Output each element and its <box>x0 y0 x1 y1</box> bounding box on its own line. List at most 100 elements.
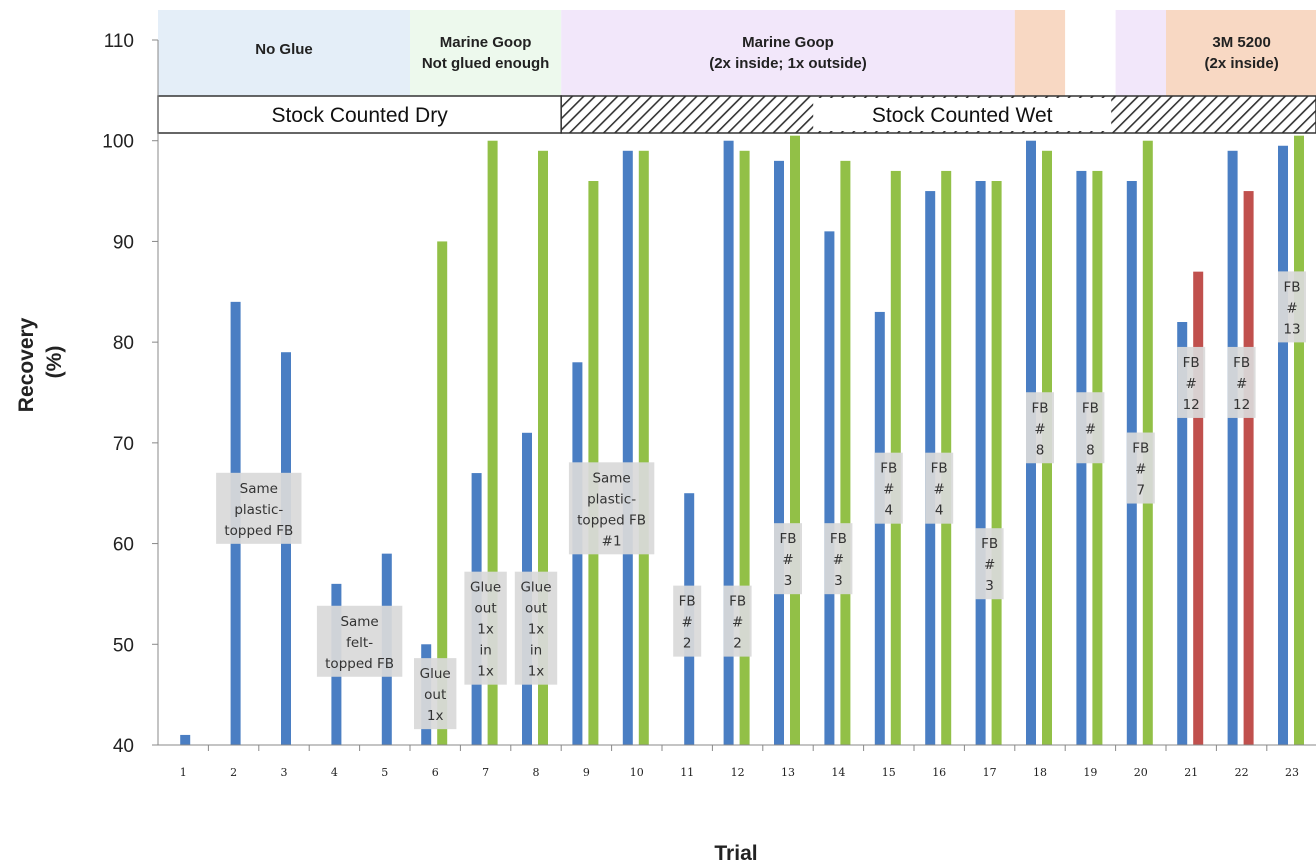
annotation-box-13 <box>975 528 1004 600</box>
annotation-line: plastic- <box>234 502 283 518</box>
x-tick-label-14: 14 <box>831 766 845 779</box>
annotation-line: 8 <box>1086 442 1095 458</box>
annotation-line: FB <box>1283 279 1300 295</box>
annotation-label-9: FB #3 <box>779 531 796 589</box>
x-tick-label-2: 2 <box>230 766 237 779</box>
bar-trial-17-series-2 <box>991 181 1002 745</box>
x-tick-label-1: 1 <box>180 766 187 779</box>
x-tick-label-19: 19 <box>1083 766 1097 779</box>
x-tick-label-4: 4 <box>331 766 338 779</box>
x-tick-label-8: 8 <box>533 766 540 779</box>
annotation-line: # <box>782 552 793 568</box>
annotation-label-16: FB #7 <box>1132 441 1149 499</box>
treatment-band-2 <box>410 10 562 96</box>
bar-trial-21-series-3 <box>1193 271 1204 745</box>
annotation-label-12: FB #4 <box>931 461 948 519</box>
treatment-band-label-1: No Glue <box>255 41 313 58</box>
annotation-box-7 <box>673 585 702 657</box>
x-tick-label-6: 6 <box>432 766 439 779</box>
y-tick-label: 100 <box>102 132 134 153</box>
annotation-label-15: FB #8 <box>1082 400 1099 458</box>
y-tick-label: 110 <box>104 31 134 52</box>
annotation-line: Glue <box>520 580 551 596</box>
annotation-line: 1x <box>528 664 545 680</box>
annotation-line: FB <box>1233 355 1250 371</box>
annotation-box-3 <box>414 658 457 730</box>
annotation-line: # <box>833 552 844 568</box>
annotation-line: topped FB <box>577 512 646 528</box>
bar-trial-13-series-1 <box>774 160 784 745</box>
bar-trial-15-series-1 <box>874 311 885 745</box>
x-tick-label-21: 21 <box>1184 766 1198 779</box>
x-tick-label-5: 5 <box>381 766 388 779</box>
annotation-box-11 <box>874 452 903 524</box>
y-tick-label: 40 <box>113 736 134 757</box>
bar-trial-10-series-1 <box>622 150 633 746</box>
y-axis: 40 50 60 70 80 90 100 110 <box>102 31 159 757</box>
annotation-box-18 <box>1227 346 1256 418</box>
annotation-label-6: Same plastic-topped FB #1 <box>577 470 646 549</box>
treatment-band-3 <box>561 10 1015 96</box>
annotation-label-3: Glue out 1x <box>420 666 451 724</box>
annotation-box-6 <box>568 462 655 555</box>
annotation-line: # <box>1034 421 1045 437</box>
bar-trial-6-series-2 <box>437 241 448 745</box>
annotation-line: FB <box>1031 400 1048 416</box>
annotation-line: in <box>479 643 491 659</box>
x-tick-label-11: 11 <box>680 766 694 779</box>
bar-trial-14-series-1 <box>824 231 835 745</box>
y-tick-label: 60 <box>113 535 134 556</box>
bar-trial-23-series-2 <box>1294 135 1304 745</box>
bar-trial-12-series-1 <box>723 140 734 745</box>
x-tick-label-13: 13 <box>781 766 795 779</box>
annotation-box-8 <box>723 585 752 657</box>
x-tick-label-23: 23 <box>1285 766 1299 779</box>
stock-band-label-wet: Stock Counted Wet <box>872 104 1053 127</box>
x-axis-title: Trial <box>714 842 757 865</box>
y-axis-title-line-1: Recovery <box>15 317 38 412</box>
treatment-band-label-2: Marine Goop Not glued enough <box>422 34 549 72</box>
annotation-label-13: FB #3 <box>981 536 998 594</box>
annotation-line: Glue <box>470 580 501 596</box>
annotation-box-17 <box>1177 346 1206 418</box>
annotation-box-2 <box>316 605 403 677</box>
annotation-line: 12 <box>1183 397 1200 413</box>
annotation-line: # <box>1186 376 1197 392</box>
x-tick-label-3: 3 <box>281 766 288 779</box>
annotation-line: out <box>424 687 446 703</box>
stock-band-label-dry: Stock Counted Dry <box>271 104 448 127</box>
annotation-line: topped FB <box>224 523 293 539</box>
bar-trial-3-series-1 <box>281 352 291 745</box>
x-tick-label-22: 22 <box>1235 766 1249 779</box>
annotation-line: 1x <box>427 708 444 724</box>
annotation-box-16 <box>1126 432 1155 504</box>
annotation-label-7: FB #2 <box>679 594 696 652</box>
x-axis: 1 2 3 4 5 6 7 8 9 10 11 12 13 14 15 16 17 18 19 20 21 22 23 <box>158 744 1316 779</box>
bar-trial-7-series-2 <box>487 140 498 745</box>
bar-trial-10-series-2 <box>638 150 649 746</box>
x-tick-label-7: 7 <box>482 766 489 779</box>
annotation-box-10 <box>824 523 853 595</box>
bar-trial-12-series-2 <box>739 150 750 746</box>
annotation-line: 7 <box>1137 483 1146 499</box>
stock-band-label-bg <box>813 98 1112 131</box>
x-tick-label-17: 17 <box>983 766 997 779</box>
annotation-line: 1x <box>477 664 494 680</box>
annotation-line: FB <box>880 461 897 477</box>
treatment-band-label-line: Marine Goop <box>742 34 834 51</box>
y-axis-title: Recovery (%) <box>15 312 66 412</box>
bar-trial-17-series-1 <box>975 181 986 745</box>
annotation-label-11: FB #4 <box>880 461 897 519</box>
annotation-line: 8 <box>1036 442 1045 458</box>
annotation-line: 3 <box>784 573 793 589</box>
annotation-line: plastic- <box>587 491 636 507</box>
annotation-label-18: FB #12 <box>1233 355 1250 413</box>
annotation-label-2: Same felt-topped FB <box>325 614 394 672</box>
annotation-label-17: FB #12 <box>1183 355 1200 413</box>
bar-trial-8-series-2 <box>538 150 548 746</box>
annotation-box-4 <box>464 571 507 685</box>
annotation-label-8: FB #2 <box>729 594 746 652</box>
treatment-band-label-line: (2x inside) <box>1205 55 1279 72</box>
treatment-band-6 <box>1115 10 1166 96</box>
